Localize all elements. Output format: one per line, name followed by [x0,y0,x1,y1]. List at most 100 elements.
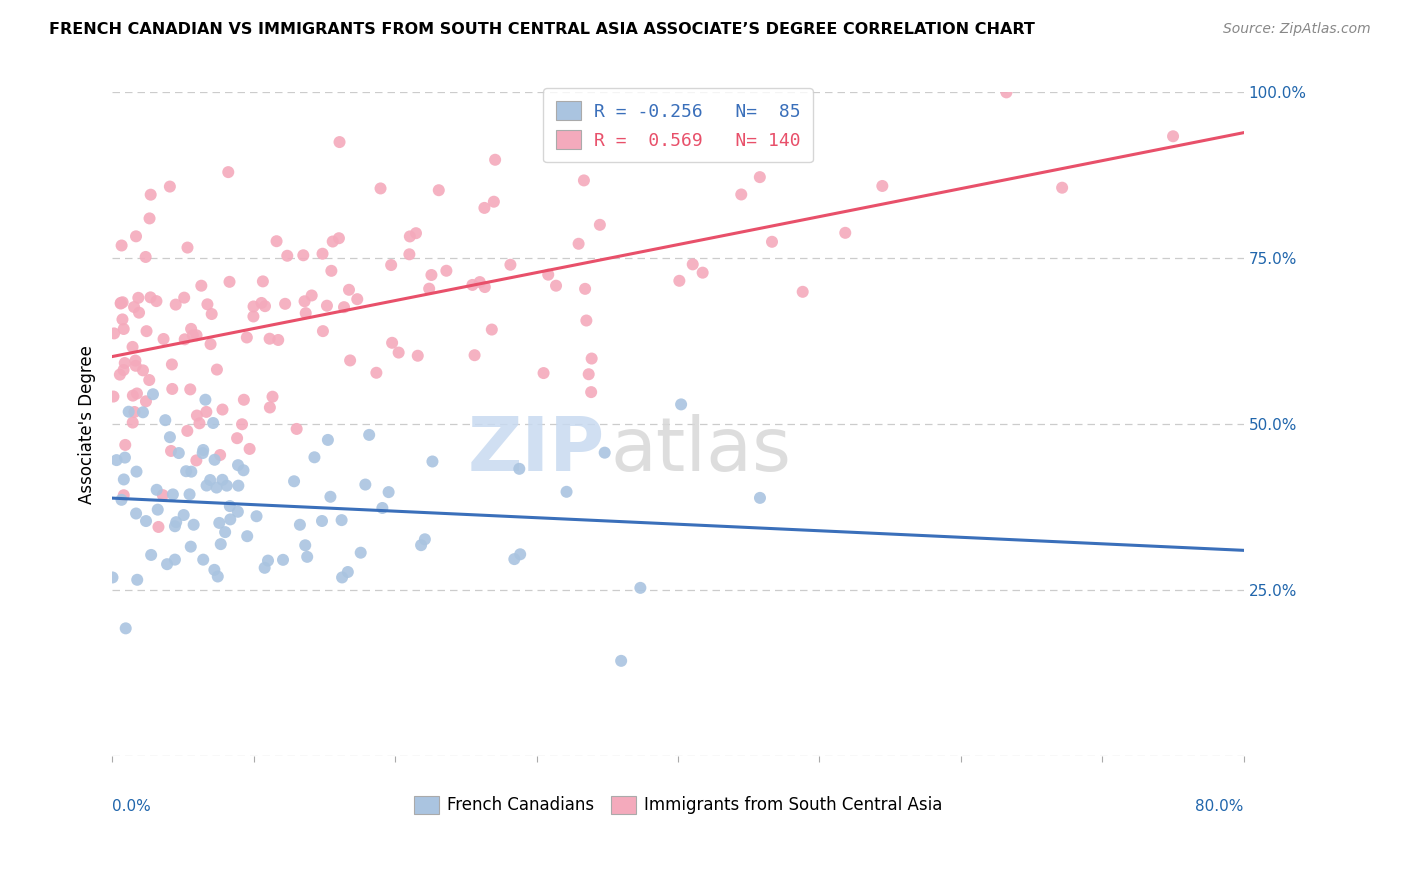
Point [183,517,205,532]
Point [301,288,323,302]
Point [186,328,208,343]
Point [218,499,240,513]
Point [461,277,484,292]
Point [232,392,254,407]
Point [252,274,274,288]
Point [156,557,179,571]
Point [231,417,253,432]
Point [288,517,311,532]
Point [484,153,506,167]
Point [409,538,432,552]
Point [163,519,186,533]
Point [474,201,496,215]
Point [211,473,233,487]
Point [101,570,124,584]
Point [236,529,259,543]
Point [276,249,298,263]
Point [159,430,181,444]
Point [312,324,335,338]
Point [159,179,181,194]
Point [350,546,373,560]
Point [125,229,148,244]
Point [468,275,491,289]
Point [191,446,214,460]
Point [202,563,225,577]
Point [499,258,522,272]
Point [267,333,290,347]
Point [292,248,315,262]
Point [418,282,440,296]
Point [311,514,333,528]
Point [354,477,377,491]
Point [141,548,163,562]
Point [593,445,616,459]
Point [163,552,186,566]
Point [294,294,316,309]
Point [110,238,132,252]
Point [669,397,692,411]
Point [474,280,496,294]
Text: 80.0%: 80.0% [1195,799,1244,814]
Point [333,300,356,314]
Point [110,296,132,310]
Point [165,297,187,311]
Point [139,187,162,202]
Point [242,300,264,314]
Point [568,236,591,251]
Point [209,448,232,462]
Point [239,442,262,456]
Point [537,268,560,282]
Point [262,390,284,404]
Point [259,332,281,346]
Point [398,229,420,244]
Point [205,362,228,376]
Point [105,453,128,467]
Point [135,514,157,528]
Point [124,353,146,368]
Point [135,394,157,409]
Point [135,250,157,264]
Point [508,462,530,476]
Point [188,417,211,431]
Point [294,306,316,320]
Point [197,297,219,311]
Point [111,312,134,326]
Point [581,351,603,366]
Point [682,257,704,271]
Point [388,345,411,359]
Point [692,266,714,280]
Point [208,516,231,530]
Point [259,401,281,415]
Point [420,268,443,282]
Point [533,366,555,380]
Point [103,326,125,341]
Point [628,581,651,595]
Point [125,386,148,401]
Point [214,525,236,540]
Point [406,349,429,363]
Point [328,135,350,149]
Point [274,297,297,311]
Point [112,363,135,377]
Point [339,353,361,368]
Point [250,296,273,310]
Point [121,416,143,430]
Point [193,552,215,566]
Point [148,520,170,534]
Point [366,366,388,380]
Point [328,231,350,245]
Point [398,247,420,261]
Point [572,173,595,187]
Point [578,368,600,382]
Point [132,405,155,419]
Point [217,165,239,179]
Point [257,553,280,567]
Point [122,300,145,314]
Y-axis label: Associate's Degree: Associate's Degree [79,345,96,504]
Point [730,187,752,202]
Point [995,86,1018,100]
Point [1161,129,1184,144]
Point [173,291,195,305]
Point [304,450,326,465]
Point [202,416,225,430]
